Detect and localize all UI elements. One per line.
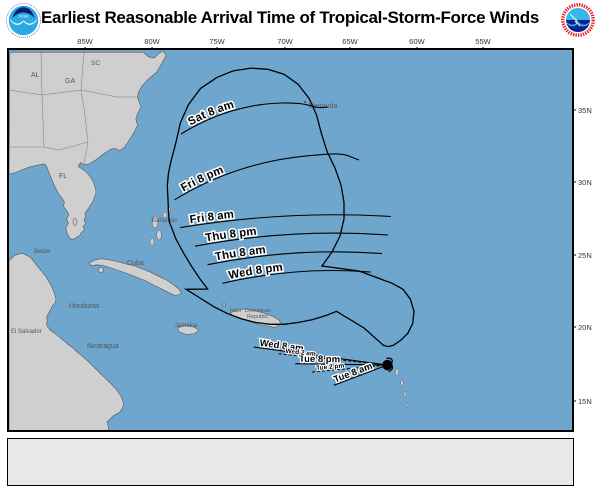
- svg-text:25N: 25N: [578, 251, 592, 260]
- svg-text:Fri 8 pm: Fri 8 pm: [179, 164, 225, 194]
- svg-text:FL: FL: [59, 173, 67, 180]
- svg-text:35N: 35N: [578, 106, 592, 115]
- svg-text:Fri 8 am: Fri 8 am: [189, 209, 235, 227]
- svg-text:Sat 8 am: Sat 8 am: [186, 99, 235, 128]
- svg-text:65W: 65W: [342, 37, 358, 46]
- svg-text:Republic: Republic: [247, 314, 269, 320]
- svg-text:85W: 85W: [77, 37, 93, 46]
- svg-text:Nicaragua: Nicaragua: [87, 343, 119, 350]
- svg-text:noaa: noaa: [18, 13, 29, 18]
- svg-text:Honduras: Honduras: [69, 303, 100, 310]
- svg-text:70W: 70W: [277, 37, 293, 46]
- svg-text:75W: 75W: [209, 37, 225, 46]
- svg-text:Haiti: Haiti: [230, 308, 241, 314]
- svg-text:Jamaica: Jamaica: [175, 323, 198, 329]
- svg-text:Cuba: Cuba: [127, 260, 144, 267]
- svg-text:20N: 20N: [578, 323, 592, 332]
- svg-text:AL: AL: [31, 72, 40, 79]
- svg-text:Thu 8 pm: Thu 8 pm: [205, 226, 258, 245]
- svg-text:Belize: Belize: [34, 249, 51, 255]
- svg-text:30N: 30N: [578, 178, 592, 187]
- svg-text:GA: GA: [65, 78, 75, 85]
- svg-text:SC: SC: [91, 60, 100, 67]
- svg-text:Thu 8 am: Thu 8 am: [214, 244, 266, 263]
- svg-text:El Salvador: El Salvador: [11, 329, 42, 335]
- svg-text:80W: 80W: [144, 37, 160, 46]
- svg-text:55W: 55W: [475, 37, 491, 46]
- svg-text:Bahamas: Bahamas: [152, 218, 177, 224]
- svg-text:15N: 15N: [578, 397, 592, 406]
- svg-text:Wed 8 pm: Wed 8 pm: [228, 262, 284, 282]
- svg-text:60W: 60W: [409, 37, 425, 46]
